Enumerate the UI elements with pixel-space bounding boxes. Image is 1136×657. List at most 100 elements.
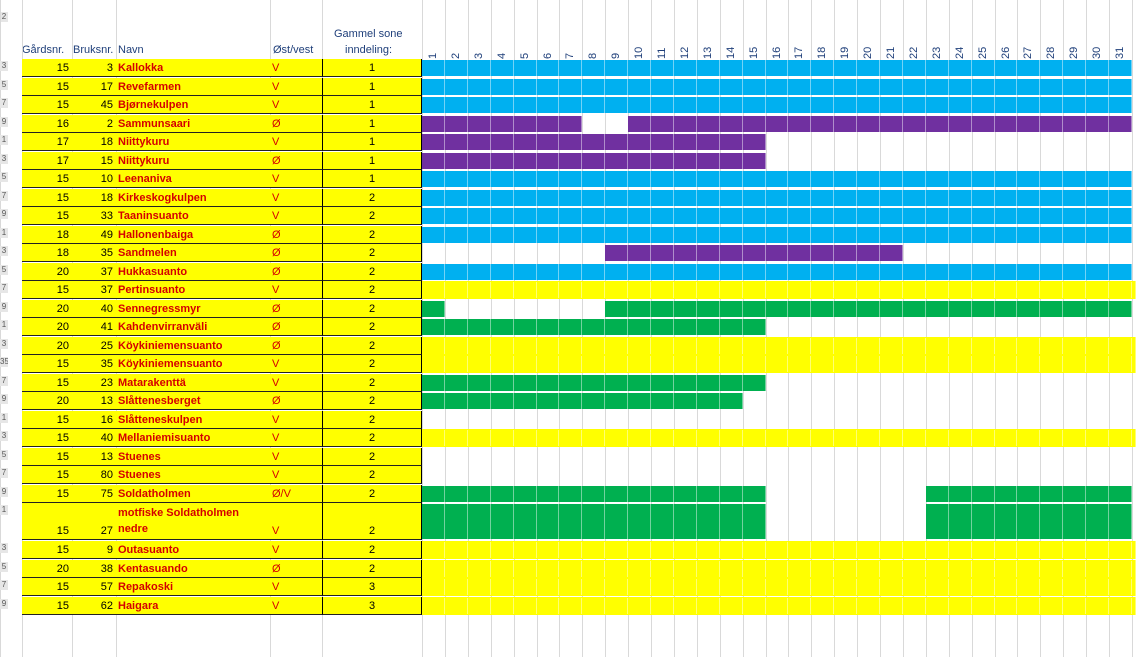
day-cell[interactable] xyxy=(491,153,514,169)
day-cell[interactable] xyxy=(972,542,995,558)
day-cell[interactable] xyxy=(1040,598,1063,614)
day-cell[interactable] xyxy=(857,301,880,317)
day-cell[interactable] xyxy=(1086,116,1109,132)
day-cell[interactable] xyxy=(674,171,697,187)
day-cell[interactable] xyxy=(972,504,995,539)
day-cell[interactable] xyxy=(491,60,514,76)
day-cell[interactable] xyxy=(972,579,995,595)
gardsnr-cell[interactable]: 20 xyxy=(22,318,72,336)
day-cell[interactable] xyxy=(788,79,811,95)
ost-vest-cell[interactable]: V xyxy=(270,597,322,615)
sone-cell[interactable]: 2 xyxy=(322,411,422,429)
day-cell[interactable] xyxy=(972,264,995,280)
day-cell[interactable] xyxy=(651,60,674,76)
ost-vest-cell[interactable]: Ø xyxy=(270,226,322,244)
day-cell[interactable] xyxy=(605,153,628,169)
day-header[interactable]: 24 xyxy=(954,46,966,59)
day-cell[interactable] xyxy=(674,561,697,577)
day-cell[interactable] xyxy=(720,208,743,224)
day-cell[interactable] xyxy=(972,598,995,614)
day-cell[interactable] xyxy=(697,227,720,243)
ost-vest-cell[interactable]: V xyxy=(270,96,322,114)
day-cell[interactable] xyxy=(491,338,514,354)
day-cell[interactable] xyxy=(903,579,926,595)
day-cell[interactable] xyxy=(903,227,926,243)
day-cell[interactable] xyxy=(582,393,605,409)
day-cell[interactable] xyxy=(697,264,720,280)
day-cell[interactable] xyxy=(995,79,1017,95)
navn-cell[interactable]: motfiske Soldatholmen nedre xyxy=(116,503,270,540)
day-cell[interactable] xyxy=(857,561,880,577)
day-cell[interactable] xyxy=(1086,504,1109,539)
day-cell[interactable] xyxy=(674,79,697,95)
day-cell[interactable] xyxy=(903,190,926,206)
day-cell[interactable] xyxy=(788,264,811,280)
day-cell[interactable] xyxy=(811,301,834,317)
day-cell[interactable] xyxy=(697,319,720,335)
day-cell[interactable] xyxy=(834,245,857,261)
sone-cell[interactable]: 2 xyxy=(322,448,422,466)
day-header[interactable]: 21 xyxy=(885,46,897,59)
sone-cell[interactable]: 2 xyxy=(322,281,422,299)
day-cell[interactable] xyxy=(582,227,605,243)
day-cell[interactable] xyxy=(582,561,605,577)
bruksnr-cell[interactable]: 23 xyxy=(72,374,116,392)
day-cell[interactable] xyxy=(766,208,788,224)
day-cell[interactable] xyxy=(880,208,903,224)
sone-cell[interactable]: 2 xyxy=(322,485,422,503)
day-cell[interactable] xyxy=(880,116,903,132)
gardsnr-cell[interactable]: 15 xyxy=(22,466,72,484)
day-cell[interactable] xyxy=(559,504,582,539)
day-cell[interactable] xyxy=(880,190,903,206)
day-cell[interactable] xyxy=(605,542,628,558)
day-cell[interactable] xyxy=(926,430,949,446)
day-cell[interactable] xyxy=(949,97,972,113)
day-cell[interactable] xyxy=(674,579,697,595)
day-header[interactable]: 20 xyxy=(862,46,874,59)
day-cell[interactable] xyxy=(537,375,559,391)
day-cell[interactable] xyxy=(651,542,674,558)
day-cell[interactable] xyxy=(537,430,559,446)
day-cell[interactable] xyxy=(926,282,949,298)
day-cell[interactable] xyxy=(811,190,834,206)
day-cell[interactable] xyxy=(674,245,697,261)
day-cell[interactable] xyxy=(697,79,720,95)
day-cell[interactable] xyxy=(1109,504,1132,539)
day-cell[interactable] xyxy=(537,171,559,187)
day-cell[interactable] xyxy=(903,301,926,317)
day-cell[interactable] xyxy=(995,190,1017,206)
day-cell[interactable] xyxy=(697,97,720,113)
day-cell[interactable] xyxy=(697,60,720,76)
day-cell[interactable] xyxy=(468,430,491,446)
day-cell[interactable] xyxy=(926,264,949,280)
navn-cell[interactable]: Niittykuru xyxy=(116,133,270,151)
day-cell[interactable] xyxy=(697,430,720,446)
day-cell[interactable] xyxy=(697,116,720,132)
day-cell[interactable] xyxy=(811,542,834,558)
day-cell[interactable] xyxy=(1109,486,1132,502)
day-cell[interactable] xyxy=(468,264,491,280)
day-cell[interactable] xyxy=(743,97,766,113)
day-header[interactable]: 2 xyxy=(450,52,462,59)
day-cell[interactable] xyxy=(811,227,834,243)
day-cell[interactable] xyxy=(720,60,743,76)
day-cell[interactable] xyxy=(468,486,491,502)
gardsnr-cell[interactable]: 15 xyxy=(22,503,72,540)
day-cell[interactable] xyxy=(811,116,834,132)
day-cell[interactable] xyxy=(1017,264,1040,280)
day-cell[interactable] xyxy=(903,97,926,113)
day-cell[interactable] xyxy=(720,504,743,539)
day-cell[interactable] xyxy=(743,579,766,595)
day-cell[interactable] xyxy=(720,134,743,150)
day-cell[interactable] xyxy=(1086,598,1109,614)
ost-vest-cell[interactable]: V xyxy=(270,411,322,429)
bruksnr-cell[interactable]: 27 xyxy=(72,503,116,540)
day-cell[interactable] xyxy=(834,430,857,446)
day-cell[interactable] xyxy=(766,542,788,558)
day-cell[interactable] xyxy=(949,338,972,354)
day-header[interactable]: 25 xyxy=(977,46,989,59)
day-cell[interactable] xyxy=(491,579,514,595)
day-cell[interactable] xyxy=(514,116,537,132)
day-cell[interactable] xyxy=(1040,171,1063,187)
day-cell[interactable] xyxy=(537,338,559,354)
